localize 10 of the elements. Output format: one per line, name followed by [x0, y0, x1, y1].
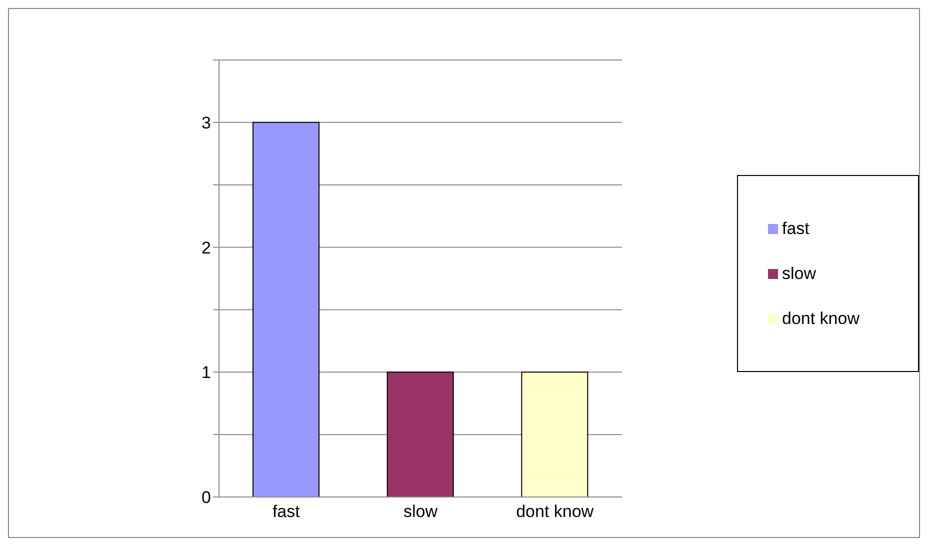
- legend-label: dont know: [782, 308, 860, 328]
- legend-label: fast: [782, 218, 810, 238]
- x-tick-label: dont know: [516, 502, 594, 522]
- y-tick-label: 3: [202, 113, 211, 132]
- y-tick-label: 1: [202, 363, 211, 382]
- x-tick-label: fast: [272, 502, 300, 522]
- x-tick-label: slow: [403, 502, 438, 522]
- legend-label: slow: [782, 264, 816, 282]
- y-tick-label: 0: [202, 488, 211, 508]
- y-tick-label: 2: [202, 238, 211, 258]
